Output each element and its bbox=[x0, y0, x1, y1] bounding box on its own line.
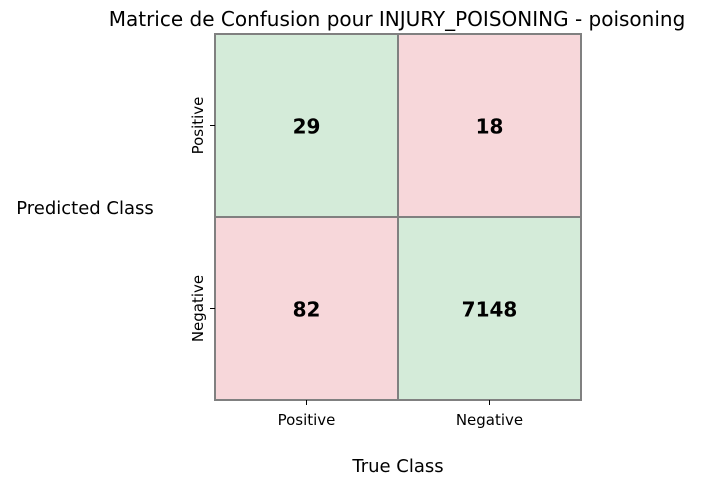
y-tick-label: Positive bbox=[189, 97, 207, 155]
axis-ticks: Positive Negative Positive Negative bbox=[189, 97, 523, 429]
cell-value-label: 7148 bbox=[462, 298, 518, 322]
matrix-cell-positive-negative bbox=[397, 33, 582, 218]
y-axis-label: Predicted Class bbox=[16, 198, 154, 219]
x-tick-label: Negative bbox=[456, 411, 523, 429]
matrix-cells: 29 18 82 7148 bbox=[214, 33, 582, 401]
cell-value-label: 18 bbox=[476, 115, 504, 139]
chart-title: Matrice de Confusion pour INJURY_POISONI… bbox=[109, 7, 686, 31]
matrix-cell-positive-positive bbox=[214, 33, 399, 218]
matrix-cell-negative-positive bbox=[214, 216, 399, 401]
x-axis-label: True Class bbox=[351, 456, 443, 477]
x-tick-label: Positive bbox=[278, 411, 336, 429]
cell-value-label: 82 bbox=[293, 298, 321, 322]
y-tick-label: Negative bbox=[189, 275, 207, 342]
matrix-cell-negative-negative bbox=[397, 216, 582, 401]
cell-value-label: 29 bbox=[293, 115, 321, 139]
